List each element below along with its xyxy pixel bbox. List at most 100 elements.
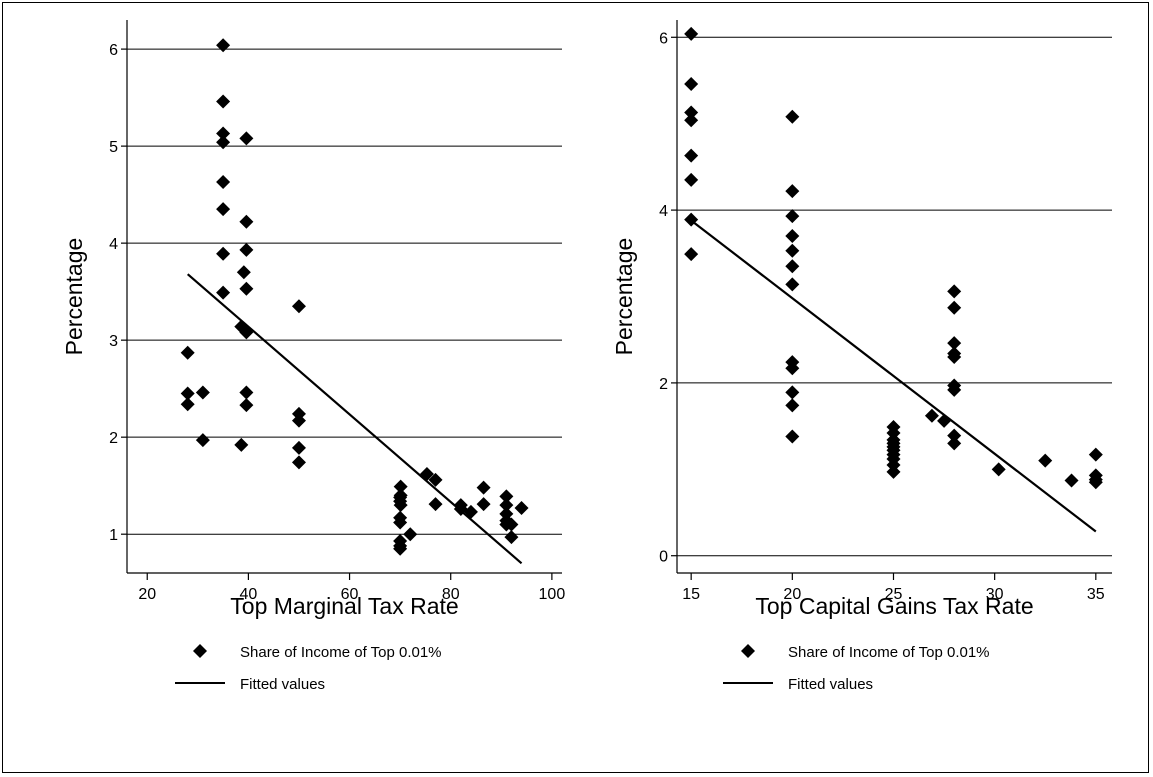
chart2-data-point — [785, 243, 800, 258]
chart1-xtick-label: 40 — [239, 586, 257, 603]
chart1-ytick-label: 4 — [109, 236, 118, 253]
chart1-xtick-label: 100 — [539, 586, 566, 603]
chart1-data-point — [195, 385, 210, 400]
chart1-data-point — [291, 455, 306, 470]
chart1-ytick-label: 3 — [109, 333, 118, 350]
chart2-data-point — [924, 408, 939, 423]
chart2-data-point — [1088, 475, 1103, 490]
chart2-data-point — [1064, 473, 1079, 488]
chart1-ytick-label: 6 — [109, 42, 118, 59]
chart2-data-point — [785, 429, 800, 444]
chart1-data-point — [499, 498, 514, 513]
chart1-data-point — [476, 480, 491, 495]
chart1-data-point — [239, 214, 254, 229]
chart1-data-point — [428, 472, 443, 487]
chart1-legend-label: Share of Income of Top 0.01% — [240, 644, 442, 661]
chart2-data-point — [684, 105, 699, 120]
chart1-data-point — [499, 489, 514, 504]
chart2-data-point — [785, 385, 800, 400]
chart1-data-point — [239, 385, 254, 400]
chart1-data-point — [239, 281, 254, 296]
chart2-data-point — [947, 428, 962, 443]
chart1-data-point — [504, 530, 519, 545]
chart1-data-point — [180, 397, 195, 412]
chart2-ytick-label: 2 — [659, 376, 668, 393]
chart2-data-point — [785, 361, 800, 376]
chart1-data-point — [393, 479, 408, 494]
chart1-legend-label: Fitted values — [240, 676, 325, 693]
chart1-legend-marker — [193, 644, 207, 658]
chart2-data-point — [785, 209, 800, 224]
chart2-xtick-label: 35 — [1087, 586, 1105, 603]
chart2-data-point — [886, 464, 901, 479]
chart1-data-point — [393, 515, 408, 530]
chart2-data-point — [785, 184, 800, 199]
chart1-data-point — [216, 246, 231, 261]
chart2-ytick-label: 6 — [659, 30, 668, 47]
chart1-y-axis-label: Percentage — [61, 238, 87, 356]
chart2-fitted-line — [690, 219, 1097, 533]
chart2-xtick-label: 30 — [986, 586, 1004, 603]
chart1-fitted-line — [186, 273, 523, 565]
chart2-data-point — [785, 259, 800, 274]
chart1-data-point — [239, 242, 254, 257]
chart2-data-point — [684, 172, 699, 187]
chart1-plot: 1 2 3 4 5 6 20 40 60 80 100 Top Marginal Tax Rate Pe… — [61, 20, 565, 693]
chart2-data-point — [684, 26, 699, 41]
chart1-data-point — [514, 500, 529, 515]
chart1-data-point — [393, 488, 408, 503]
chart1-data-point — [216, 94, 231, 109]
chart2-y-axis-label: Percentage — [611, 238, 637, 356]
chart2-data-point — [947, 436, 962, 451]
chart2-legend-label: Fitted values — [788, 676, 873, 693]
chart2-data-point — [684, 148, 699, 163]
chart2-xtick-label: 25 — [885, 586, 903, 603]
chart2-ytick-label: 4 — [659, 203, 668, 220]
chart2-data-point — [947, 349, 962, 364]
chart2-data-point — [785, 229, 800, 244]
chart1-data-point — [291, 413, 306, 428]
chart2-data-point — [684, 76, 699, 91]
chart2-data-point — [991, 462, 1006, 477]
chart1-data-point — [239, 131, 254, 146]
chart1-x-axis-label: Top Marginal Tax Rate — [230, 593, 458, 619]
chart1-xtick-label: 80 — [442, 586, 460, 603]
chart1-data-point — [216, 202, 231, 217]
chart2-data-point — [684, 113, 699, 128]
chart1-ytick-label: 1 — [109, 527, 118, 544]
chart2-data-point — [785, 109, 800, 124]
chart1-data-point — [453, 501, 468, 516]
chart1-xtick-label: 60 — [341, 586, 359, 603]
chart1-data-point — [504, 517, 519, 532]
chart2-data-point — [684, 247, 699, 262]
chart1-data-point — [291, 440, 306, 455]
chart2-data-point — [947, 336, 962, 351]
chart2-legend-label: Share of Income of Top 0.01% — [788, 644, 990, 661]
chart2-xtick-label: 15 — [682, 586, 700, 603]
chart2-xtick-label: 20 — [783, 586, 801, 603]
chart1-data-point — [393, 541, 408, 556]
chart1-data-point — [291, 299, 306, 314]
chart1-data-point — [239, 398, 254, 413]
chart1-data-point — [216, 135, 231, 150]
chart2-x-axis-label: Top Capital Gains Tax Rate — [755, 593, 1033, 619]
chart2-data-point — [785, 398, 800, 413]
chart2-plot: 0 2 4 6 15 20 25 30 35 Top Capital Gains Tax Rate… — [611, 20, 1112, 693]
chart2-ytick-label: 0 — [659, 549, 668, 566]
chart1-data-point — [393, 498, 408, 513]
chart1-data-point — [180, 386, 195, 401]
chart1-data-point — [236, 265, 251, 280]
chart1-data-point — [463, 504, 478, 519]
chart1-data-point — [403, 527, 418, 542]
chart1-ytick-label: 5 — [109, 139, 118, 156]
chart2-data-point — [785, 277, 800, 292]
chart1-data-point — [216, 285, 231, 300]
chart1-data-point — [428, 497, 443, 512]
chart2-legend-marker — [741, 644, 755, 658]
chart2-data-point — [947, 382, 962, 397]
chart1-data-point — [216, 126, 231, 141]
chart2-data-point — [1038, 453, 1053, 468]
chart2-data-point — [947, 284, 962, 299]
